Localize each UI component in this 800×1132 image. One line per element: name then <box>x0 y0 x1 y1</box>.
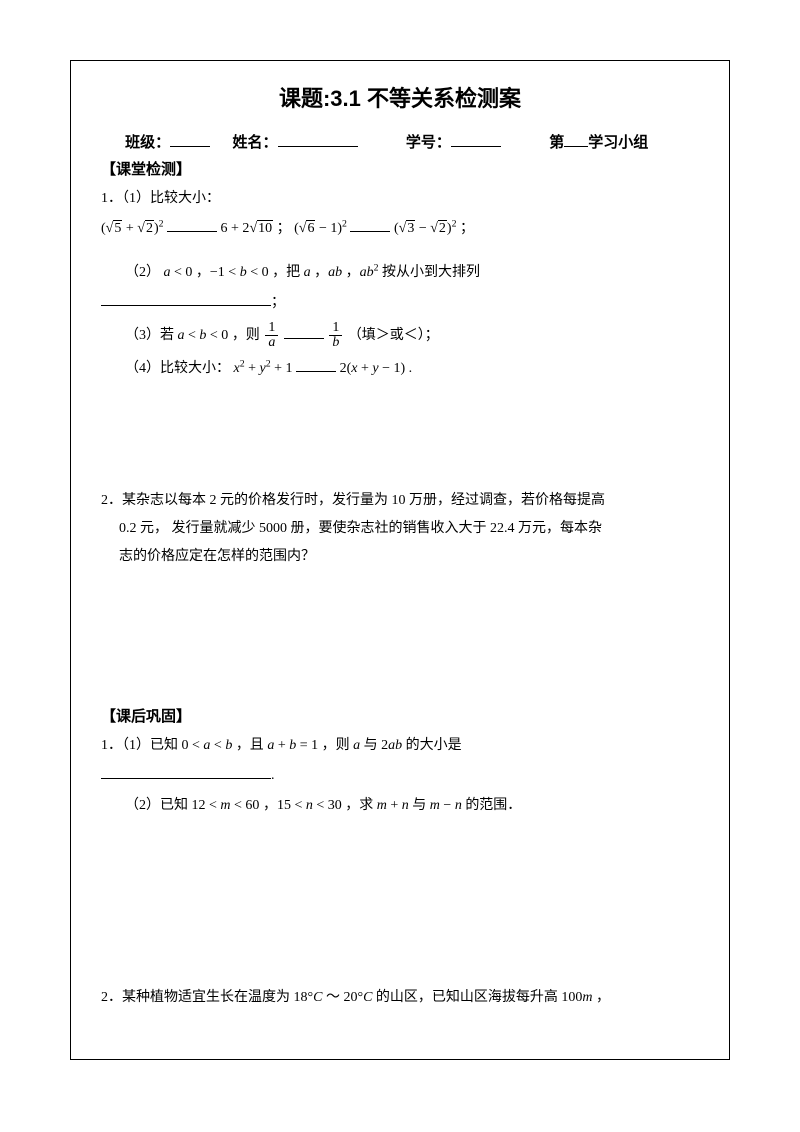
q1-2-blank-line: ； <box>101 289 699 317</box>
q1-1-lead: 1．（1）比较大小： <box>101 185 699 213</box>
id-label: 学号： <box>406 134 451 151</box>
s2-q1-1-tail: . <box>271 768 275 783</box>
q1-4-blank[interactable] <box>296 357 336 372</box>
sep: ； <box>277 221 291 236</box>
s2-q2: 2．某种植物适宜生长在温度为 18°C ～ 20°C 的山区，已知山区海拔每升高… <box>101 984 699 1012</box>
q1-3-prefix: （3）若 <box>125 328 178 343</box>
frac1-den: a <box>265 336 278 350</box>
section1-heading: 【课堂检测】 <box>101 158 699 179</box>
s2-q1-1: 1．（1）已知 0 < a < b ，且 a + b = 1 ，则 a 与 2a… <box>101 732 699 760</box>
frac2-den: b <box>329 336 342 350</box>
q1-2-prefix: （2） <box>125 265 160 280</box>
worksheet-page: 课题:3.1 不等关系检测案 班级： 姓名： 学号： 第学习小组 【课堂检测】 … <box>70 60 730 1060</box>
q1-1-blank-b[interactable] <box>350 217 390 232</box>
q1-3-blank[interactable] <box>284 324 324 339</box>
student-info-line: 班级： 姓名： 学号： 第 学习小组 <box>101 131 699 152</box>
q1-1-blank-a[interactable] <box>167 217 217 232</box>
frac2-num: 1 <box>329 321 342 336</box>
s2-q1-1-blank-line: . <box>101 762 699 790</box>
name-label: 姓名： <box>233 134 278 151</box>
s1-q2: 2．某杂志以每本 2 元的价格发行时，发行量为 10 万册，经过调查，若价格每提… <box>101 487 699 571</box>
q1-2: （2） a < 0 ，−1 < b < 0 ，把 a ，ab ，ab2 按从小到… <box>101 259 699 287</box>
q1-1-expr: (5 + 2)2 6 + 210 ； (6 − 1)2 (3 − 2)2 ； <box>101 215 699 243</box>
s2-q1-2: （2）已知 12 < m < 60 ，15 < n < 30 ，求 m + n … <box>101 792 699 820</box>
group-suffix: 学习小组 <box>588 134 648 151</box>
frac1-num: 1 <box>265 321 278 336</box>
group-prefix: 第 <box>549 134 564 151</box>
group-blank[interactable] <box>564 131 588 147</box>
id-blank[interactable] <box>451 131 501 147</box>
q1-4-prefix: （4）比较大小： <box>125 361 230 376</box>
s2-q1-1-blank[interactable] <box>101 764 271 779</box>
q1-3: （3）若 a < b < 0 ，则 1a 1b （填＞或＜）； <box>101 319 699 353</box>
page-title: 课题:3.1 不等关系检测案 <box>101 81 699 113</box>
class-blank[interactable] <box>170 131 210 147</box>
tail: ； <box>460 221 474 236</box>
q1-2-blank[interactable] <box>101 291 271 306</box>
name-blank[interactable] <box>278 131 358 147</box>
q1-4: （4）比较大小： x2 + y2 + 1 2(x + y − 1) . <box>101 355 699 383</box>
q1-2-tail: ； <box>271 295 285 310</box>
section2-heading: 【课后巩固】 <box>101 705 699 726</box>
q1-3-hint: （填＞或＜）； <box>348 328 439 343</box>
class-label: 班级： <box>125 134 170 151</box>
